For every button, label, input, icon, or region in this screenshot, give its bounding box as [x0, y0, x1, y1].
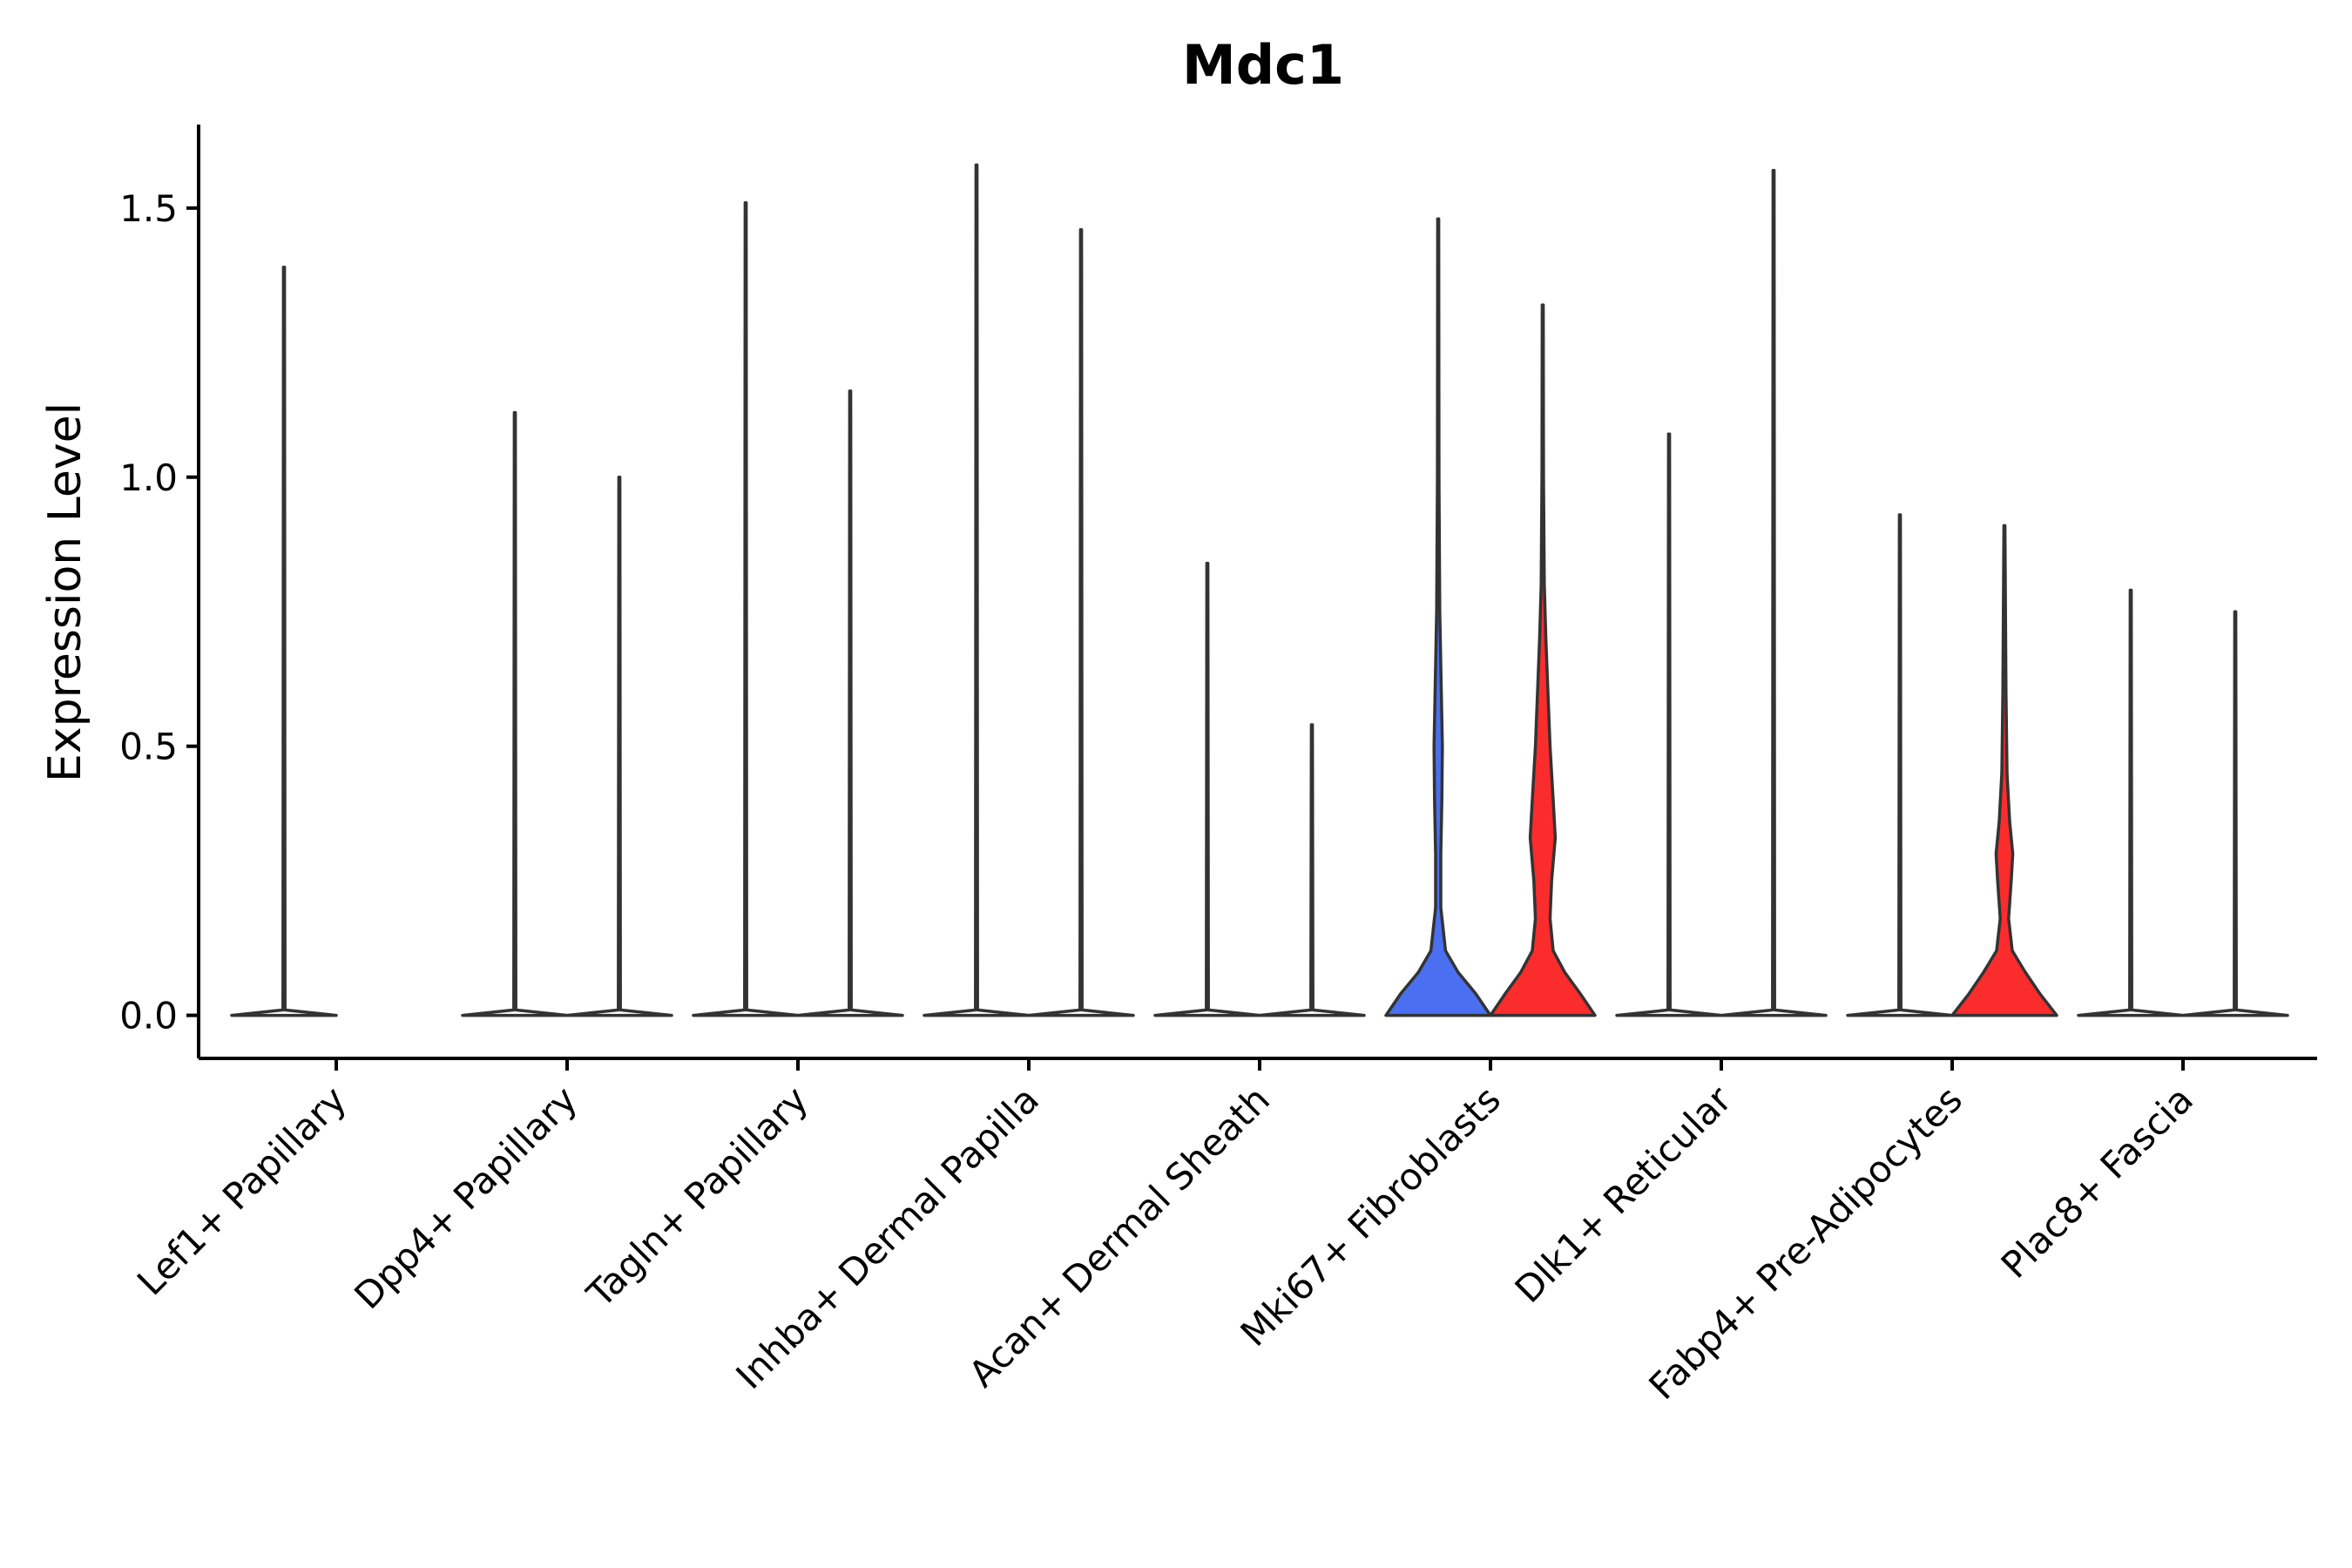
violin-1-fabp4-pre-adipocytes	[1846, 513, 1954, 1017]
violin-2-mki67-fibroblasts	[1489, 303, 1597, 1017]
violin-1-tagln-papillary	[692, 200, 800, 1017]
violin-2-plac8-fascia	[2181, 610, 2289, 1017]
y-tick-label: 1.0	[119, 456, 178, 499]
violin-1-mki67-fibroblasts	[1384, 217, 1492, 1017]
x-tick-label: Dlk1+ Reticular	[1507, 1078, 1740, 1311]
violin-1-lef1-papillary	[230, 266, 338, 1017]
violin-2-dlk1-reticular	[1720, 168, 1828, 1017]
chart-title: Mdc1	[1182, 33, 1344, 97]
y-axis-label: Expression Level	[39, 402, 91, 782]
violin-2-acan-dermal-sheath	[1258, 723, 1366, 1017]
violin-1-inhba-dermal-papilla	[923, 163, 1031, 1017]
violin-2-dpp4-papillary	[565, 476, 673, 1017]
violin-1-acan-dermal-sheath	[1153, 561, 1261, 1017]
y-tick-label: 1.5	[119, 187, 178, 230]
y-tick-label: 0.5	[119, 726, 178, 768]
x-tick-label: Dpp4+ Papillary	[346, 1078, 585, 1317]
y-tick-label: 0.0	[119, 995, 178, 1037]
violin-2-inhba-dermal-papilla	[1027, 227, 1135, 1017]
x-tick-label: Mki67+ Fibroblasts	[1233, 1078, 1509, 1354]
x-tick-label: Plac8+ Fascia	[1993, 1078, 2201, 1286]
x-tick-label: Tagln+ Papillary	[578, 1078, 816, 1315]
violin-2-tagln-papillary	[796, 389, 904, 1017]
violin-2-fabp4-pre-adipocytes	[1950, 524, 2058, 1017]
violin-1-dlk1-reticular	[1615, 432, 1723, 1017]
x-tick-label: Lef1+ Papillary	[129, 1078, 355, 1303]
violin-1-dpp4-papillary	[461, 410, 569, 1017]
violin-1-plac8-fascia	[2077, 588, 2185, 1017]
